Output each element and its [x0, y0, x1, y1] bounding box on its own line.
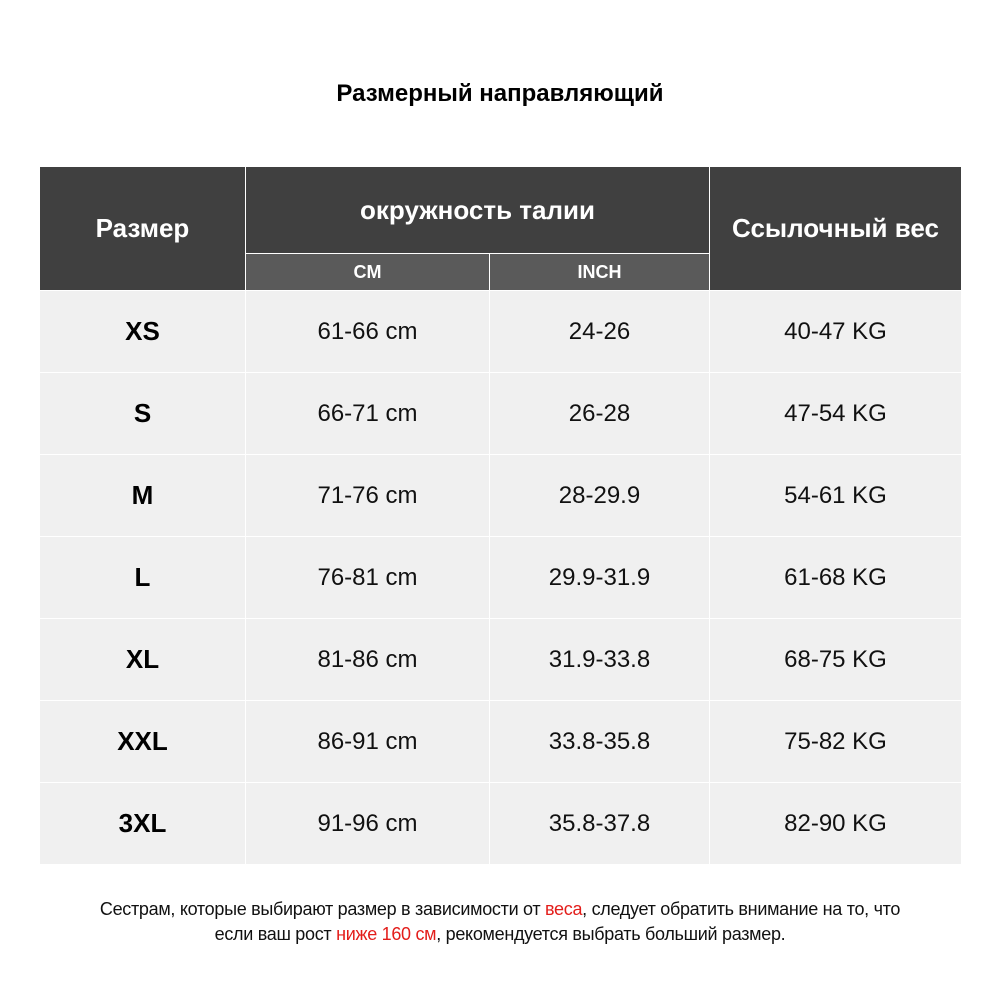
- header-weight: Ссылочный вес: [709, 166, 962, 291]
- cell-size: XXL: [39, 700, 246, 783]
- cell-inch: 29.9-31.9: [489, 536, 710, 619]
- footnote: Сестрам, которые выбирают размер в завис…: [0, 897, 1000, 947]
- note-text: , рекомендуется выбрать больший размер.: [436, 924, 786, 944]
- cell-inch: 28-29.9: [489, 454, 710, 537]
- table-row: XXL 86-91 cm 33.8-35.8 75-82 KG: [39, 700, 962, 783]
- header-cm: CM: [245, 253, 490, 291]
- cell-weight: 40-47 KG: [709, 290, 962, 373]
- table-row: L 76-81 cm 29.9-31.9 61-68 KG: [39, 536, 962, 619]
- cell-size: S: [39, 372, 246, 455]
- note-text: Сестрам, которые выбирают размер в завис…: [99, 899, 545, 919]
- cell-cm: 86-91 cm: [245, 700, 490, 783]
- cell-cm: 66-71 cm: [245, 372, 490, 455]
- cell-inch: 31.9-33.8: [489, 618, 710, 701]
- cell-weight: 68-75 KG: [709, 618, 962, 701]
- cell-cm: 61-66 cm: [245, 290, 490, 373]
- page-title: Размерный направляющий: [336, 80, 664, 107]
- cell-weight: 47-54 KG: [709, 372, 962, 455]
- cell-inch: 24-26: [489, 290, 710, 373]
- cell-inch: 26-28: [489, 372, 710, 455]
- cell-size: XL: [39, 618, 246, 701]
- cell-cm: 91-96 cm: [245, 782, 490, 865]
- note-text: , следует обратить внимание на то, что: [582, 899, 901, 919]
- table-row: XS 61-66 cm 24-26 40-47 KG: [39, 290, 962, 373]
- note-text: если ваш рост: [214, 924, 337, 944]
- cell-weight: 75-82 KG: [709, 700, 962, 783]
- header-waist: окружность талии: [245, 166, 710, 254]
- table-row: XL 81-86 cm 31.9-33.8 68-75 KG: [39, 618, 962, 701]
- cell-weight: 61-68 KG: [709, 536, 962, 619]
- header-size: Размер: [39, 166, 246, 291]
- note-highlight: веса: [544, 899, 583, 919]
- table-row: M 71-76 cm 28-29.9 54-61 KG: [39, 454, 962, 537]
- cell-inch: 35.8-37.8: [489, 782, 710, 865]
- cell-weight: 82-90 KG: [709, 782, 962, 865]
- cell-inch: 33.8-35.8: [489, 700, 710, 783]
- cell-weight: 54-61 KG: [709, 454, 962, 537]
- note-highlight: ниже 160 см: [336, 924, 437, 944]
- table-row: S 66-71 cm 26-28 47-54 KG: [39, 372, 962, 455]
- cell-cm: 81-86 cm: [245, 618, 490, 701]
- cell-size: XS: [39, 290, 246, 373]
- table-row: 3XL 91-96 cm 35.8-37.8 82-90 KG: [39, 782, 962, 865]
- cell-size: 3XL: [39, 782, 246, 865]
- cell-size: M: [39, 454, 246, 537]
- header-inch: INCH: [489, 253, 710, 291]
- cell-size: L: [39, 536, 246, 619]
- cell-cm: 76-81 cm: [245, 536, 490, 619]
- cell-cm: 71-76 cm: [245, 454, 490, 537]
- size-table: Размер окружность талии Ссылочный вес CM…: [39, 166, 962, 865]
